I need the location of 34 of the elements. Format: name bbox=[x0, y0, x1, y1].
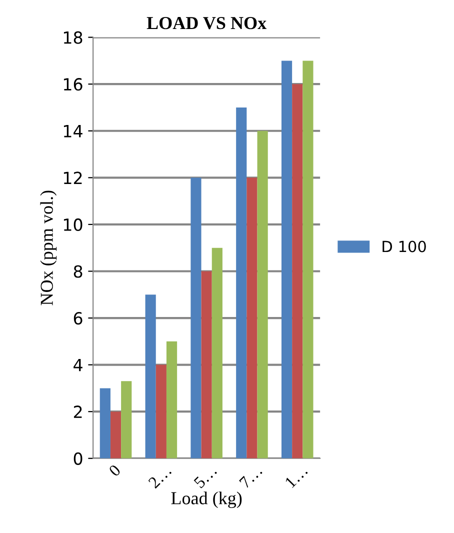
x-tick-label: 7… bbox=[239, 464, 263, 488]
bar bbox=[302, 60, 314, 458]
y-axis-title: NOx (ppm vol.) bbox=[40, 190, 57, 306]
y-tick-label: 10 bbox=[64, 218, 82, 232]
x-tick-label: 0 bbox=[108, 464, 122, 477]
bar bbox=[121, 381, 132, 458]
bar bbox=[110, 412, 122, 458]
x-tick-label: 5… bbox=[194, 464, 218, 489]
bar bbox=[292, 84, 303, 458]
bar bbox=[100, 388, 110, 458]
x-axis-title: Load (kg) bbox=[171, 492, 242, 508]
y-tick-label: 18 bbox=[64, 31, 82, 44]
bar bbox=[281, 60, 292, 458]
legend-label: D 100 bbox=[382, 240, 426, 252]
y-tick-label: 8 bbox=[74, 265, 82, 278]
x-tick-label: 1… bbox=[284, 464, 308, 488]
bar bbox=[257, 130, 268, 458]
chart-title: LOAD VS NOx bbox=[146, 17, 267, 30]
y-tick-label: 14 bbox=[64, 125, 82, 138]
bar bbox=[246, 178, 258, 458]
bar bbox=[145, 294, 156, 458]
bar bbox=[156, 364, 166, 458]
bar bbox=[190, 178, 202, 458]
bar bbox=[236, 107, 247, 458]
bar bbox=[166, 341, 178, 458]
y-tick-label: 6 bbox=[74, 312, 82, 325]
y-tick-label: 12 bbox=[64, 172, 82, 184]
bar bbox=[201, 271, 212, 458]
y-tick-label: 16 bbox=[64, 78, 82, 91]
y-tick-label: 4 bbox=[74, 358, 82, 372]
bar bbox=[212, 248, 222, 458]
y-tick-label: 0 bbox=[74, 452, 82, 465]
x-tick-label: 2… bbox=[148, 464, 172, 489]
y-tick-label: 2 bbox=[74, 406, 82, 418]
